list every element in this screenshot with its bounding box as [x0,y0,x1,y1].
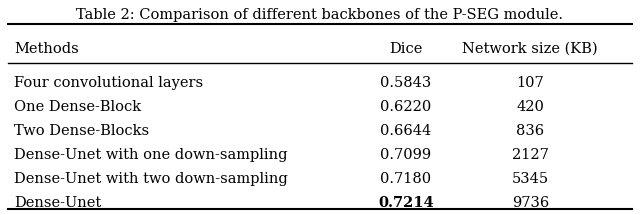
Text: 0.7214: 0.7214 [378,196,434,210]
Text: Dense-Unet with one down-sampling: Dense-Unet with one down-sampling [14,148,287,162]
Text: 0.5843: 0.5843 [380,76,431,90]
Text: Two Dense-Blocks: Two Dense-Blocks [14,124,149,138]
Text: 9736: 9736 [511,196,549,210]
Text: 0.7099: 0.7099 [380,148,431,162]
Text: Dice: Dice [389,42,422,56]
Text: 5345: 5345 [512,172,549,186]
Text: Four convolutional layers: Four convolutional layers [14,76,204,90]
Text: Table 2: Comparison of different backbones of the P-SEG module.: Table 2: Comparison of different backbon… [77,8,563,22]
Text: 0.6220: 0.6220 [380,100,431,114]
Text: 836: 836 [516,124,545,138]
Text: 107: 107 [516,76,544,90]
Text: Network size (KB): Network size (KB) [463,42,598,56]
Text: One Dense-Block: One Dense-Block [14,100,141,114]
Text: Dense-Unet with two down-sampling: Dense-Unet with two down-sampling [14,172,288,186]
Text: 2127: 2127 [512,148,548,162]
Text: Dense-Unet: Dense-Unet [14,196,101,210]
Text: 420: 420 [516,100,544,114]
Text: 0.7180: 0.7180 [380,172,431,186]
Text: Methods: Methods [14,42,79,56]
Text: 0.6644: 0.6644 [380,124,431,138]
